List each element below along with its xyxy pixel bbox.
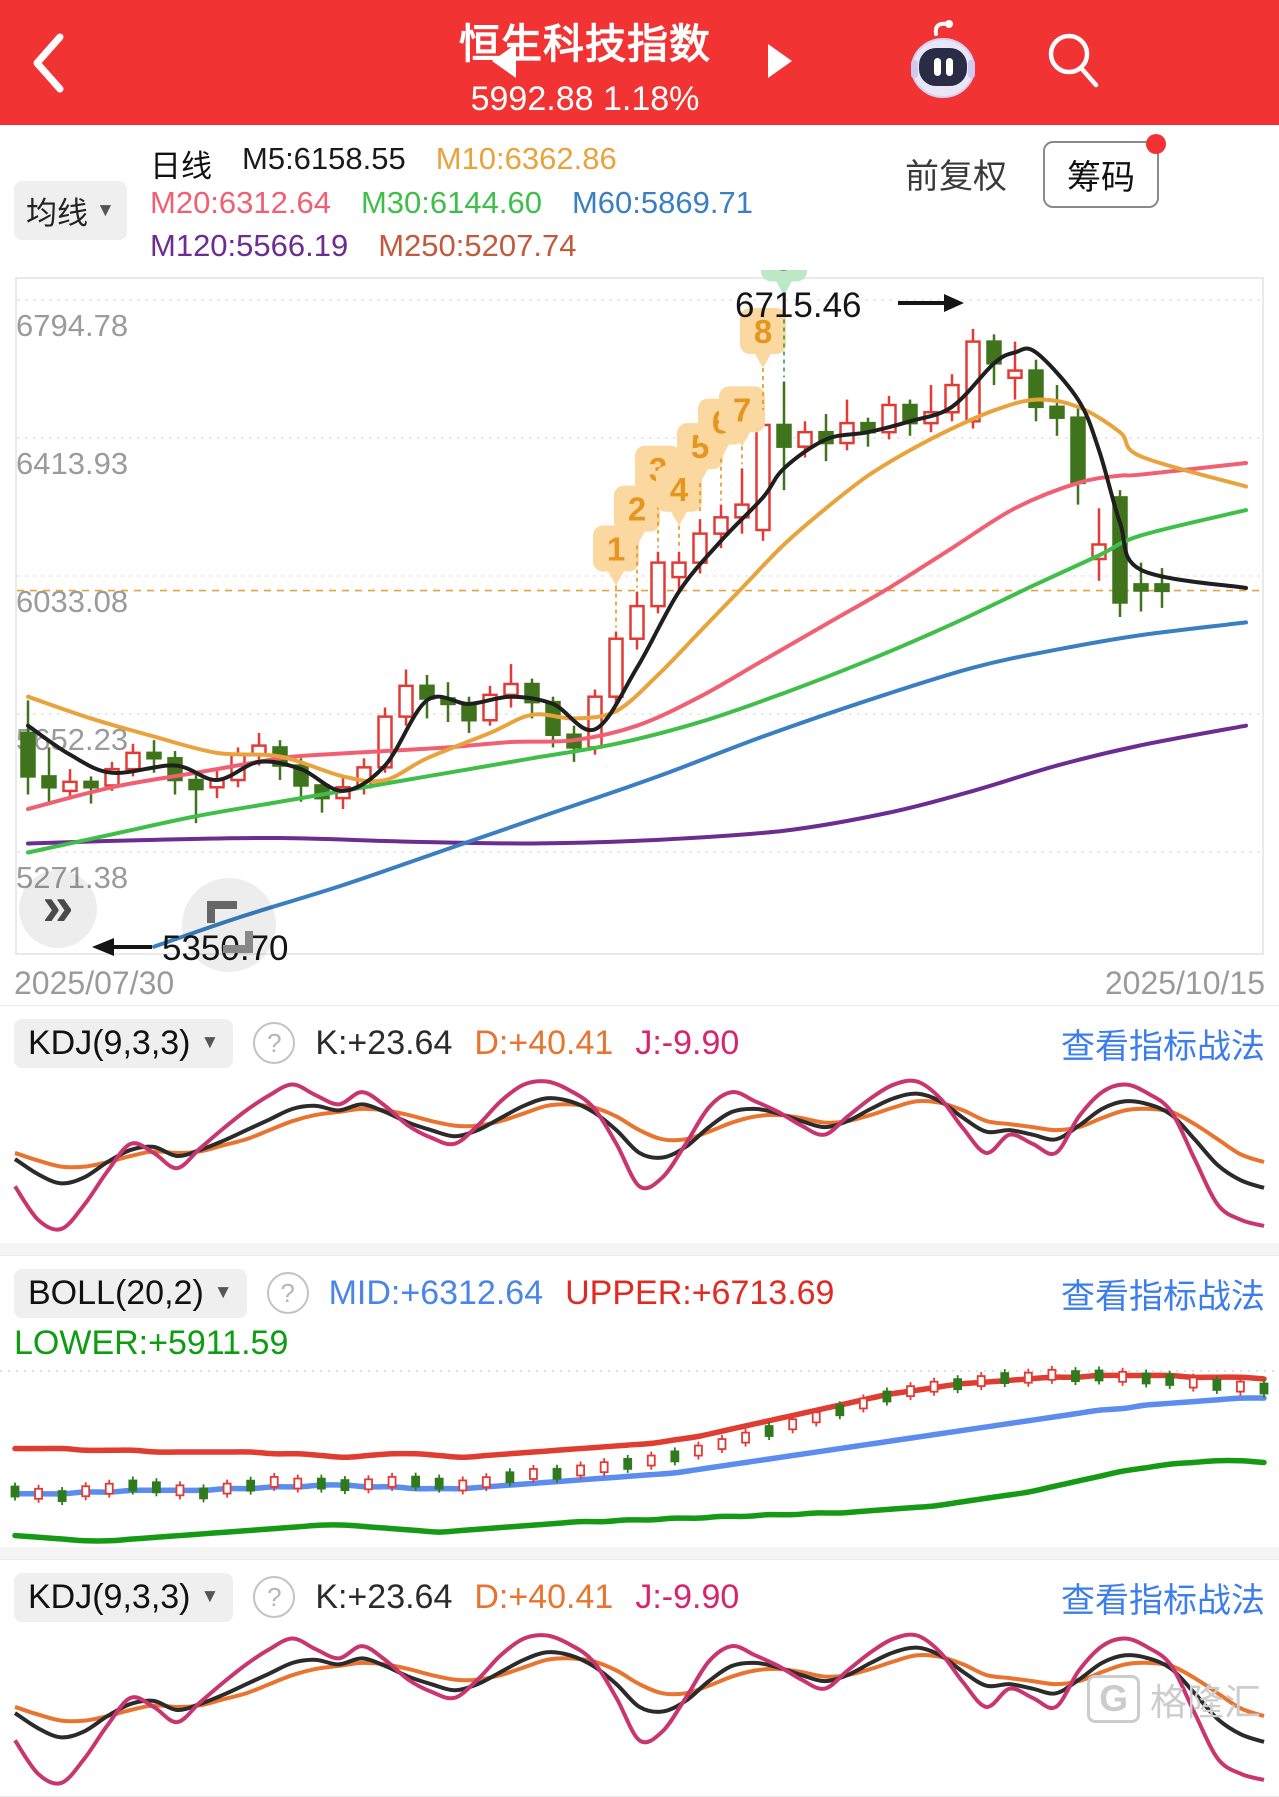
chevron-down-icon: ▼ xyxy=(200,1586,220,1607)
svg-text:9: 9 xyxy=(775,270,793,277)
d-value: D:+40.41 xyxy=(474,1023,614,1062)
watermark: G 格隆汇 xyxy=(1087,1672,1261,1726)
fast-forward-button[interactable]: » xyxy=(19,870,97,948)
assistant-robot-icon[interactable] xyxy=(902,16,984,106)
ma10-value: M10:6362.86 xyxy=(435,141,617,176)
view-strategy-link[interactable]: 查看指标战法 xyxy=(1061,1277,1265,1316)
chart-toolbar: 均线 ▼ 日线 M5:6158.55 M10:6362.86 M20:6312.… xyxy=(0,125,1279,270)
upper-value: UPPER:+6713.69 xyxy=(565,1273,835,1312)
start-date: 2025/07/30 xyxy=(14,965,175,1001)
kdj-panel-header: KDJ(9,3,3) ▼ ? K:+23.64 D:+40.41 J:-9.90… xyxy=(0,1560,1279,1624)
boll-panel: BOLL(20,2) ▼ ? MID:+6312.64 UPPER:+6713.… xyxy=(0,1255,1279,1552)
notification-dot xyxy=(1146,134,1166,154)
help-icon[interactable]: ? xyxy=(253,1576,296,1618)
current-price: 5992.88 xyxy=(470,80,594,118)
ma-legend-row-3: M120:5566.19 M250:5207.74 xyxy=(150,228,576,264)
chevron-down-icon: ▼ xyxy=(96,199,115,221)
candlestick-chart[interactable]: 6794.786413.936033.085652.235271.3812345… xyxy=(0,235,1279,968)
view-strategy-link[interactable]: 查看指标战法 xyxy=(1061,1581,1265,1620)
indicator-name: KDJ(9,3,3) xyxy=(28,1023,191,1062)
ma-legend-row-2: M20:6312.64 M30:6144.60 M60:5869.71 xyxy=(150,185,753,221)
next-stock-icon[interactable] xyxy=(768,44,792,78)
kdj-chart[interactable] xyxy=(0,1070,1279,1242)
rotate-corners-icon xyxy=(207,901,253,953)
kdj-panel-1: KDJ(9,3,3) ▼ ? K:+23.64 D:+40.41 J:-9.90… xyxy=(0,1005,1279,1245)
ma20-value: M20:6312.64 xyxy=(150,185,331,220)
boll-chart[interactable] xyxy=(0,1364,1279,1554)
app-header: 恒生科技指数 5992.88 1.18% xyxy=(0,0,1279,125)
period-label[interactable]: 日线 xyxy=(150,149,212,184)
mid-value: MID:+6312.64 xyxy=(328,1273,544,1312)
svg-text:7: 7 xyxy=(733,391,751,428)
indicator-name: BOLL(20,2) xyxy=(28,1273,204,1312)
svg-text:1: 1 xyxy=(607,530,625,567)
panel-divider xyxy=(0,1547,1279,1559)
svg-text:5271.38: 5271.38 xyxy=(16,860,128,895)
page-title: 恒生科技指数 xyxy=(459,21,711,67)
ma250-value: M250:5207.74 xyxy=(378,228,577,263)
svg-text:6715.46: 6715.46 xyxy=(735,286,862,325)
ma60-value: M60:5869.71 xyxy=(571,185,753,220)
ma-selector[interactable]: 均线 ▼ xyxy=(14,181,127,240)
adjust-mode-button[interactable]: 前复权 xyxy=(905,158,1007,196)
indicator-selector-boll[interactable]: BOLL(20,2) ▼ xyxy=(14,1268,247,1318)
price-change: 5992.88 1.18% xyxy=(380,80,790,119)
chevron-down-icon: ▼ xyxy=(200,1032,220,1053)
watermark-text: 格隆汇 xyxy=(1150,1682,1261,1723)
date-range: 2025/07/30 2025/10/15 xyxy=(0,962,1279,1005)
chevron-down-icon: ▼ xyxy=(213,1282,233,1303)
ma30-value: M30:6144.60 xyxy=(360,185,542,220)
j-value: J:-9.90 xyxy=(635,1577,740,1616)
svg-text:6794.78: 6794.78 xyxy=(16,308,128,343)
svg-text:6033.08: 6033.08 xyxy=(16,584,128,619)
lower-value: LOWER:+5911.59 xyxy=(14,1324,289,1362)
kdj-values: K:+23.64 D:+40.41 J:-9.90 xyxy=(315,1024,739,1063)
svg-text:4: 4 xyxy=(670,471,689,508)
ma5-value: M5:6158.55 xyxy=(242,141,406,176)
rotate-fullscreen-button[interactable] xyxy=(182,878,276,972)
help-icon[interactable]: ? xyxy=(253,1022,296,1064)
indicator-selector-kdj[interactable]: KDJ(9,3,3) ▼ xyxy=(14,1018,234,1068)
kdj-values: K:+23.64 D:+40.41 J:-9.90 xyxy=(315,1578,739,1617)
boll-lower-row: LOWER:+5911.59 xyxy=(0,1320,1279,1364)
ma120-value: M120:5566.19 xyxy=(150,228,349,263)
j-value: J:-9.90 xyxy=(635,1023,740,1062)
gelonghui-logo: G xyxy=(1087,1675,1140,1723)
chips-button-label: 筹码 xyxy=(1067,159,1135,197)
change-percent: 1.18% xyxy=(602,80,700,118)
svg-text:8: 8 xyxy=(754,313,772,350)
k-value: K:+23.64 xyxy=(315,1577,453,1616)
back-icon[interactable] xyxy=(30,32,66,94)
prev-stock-icon[interactable] xyxy=(492,44,516,78)
search-icon[interactable] xyxy=(1042,28,1104,92)
indicator-selector-kdj[interactable]: KDJ(9,3,3) ▼ xyxy=(14,1572,234,1622)
d-value: D:+40.41 xyxy=(474,1577,614,1616)
panel-divider xyxy=(0,1243,1279,1255)
ma-legend-row-1: 日线 M5:6158.55 M10:6362.86 xyxy=(150,141,617,186)
end-date: 2025/10/15 xyxy=(1104,965,1265,1001)
indicator-name: KDJ(9,3,3) xyxy=(28,1577,191,1616)
boll-panel-header: BOLL(20,2) ▼ ? MID:+6312.64 UPPER:+6713.… xyxy=(0,1256,1279,1320)
boll-values: MID:+6312.64 UPPER:+6713.69 xyxy=(329,1274,835,1313)
svg-text:6413.93: 6413.93 xyxy=(16,446,128,481)
kdj-panel-header: KDJ(9,3,3) ▼ ? K:+23.64 D:+40.41 J:-9.90… xyxy=(0,1006,1279,1070)
chips-button[interactable]: 筹码 xyxy=(1043,134,1166,208)
ma-selector-label: 均线 xyxy=(26,196,88,231)
title-block: 恒生科技指数 5992.88 1.18% xyxy=(380,10,790,119)
svg-text:2: 2 xyxy=(628,491,646,528)
help-icon[interactable]: ? xyxy=(266,1272,309,1314)
view-strategy-link[interactable]: 查看指标战法 xyxy=(1061,1027,1265,1066)
k-value: K:+23.64 xyxy=(315,1023,453,1062)
main-chart[interactable]: 6794.78 6413.93 6033.08 5652.23 5271.38 1 2 3 4 5… xyxy=(0,235,1279,972)
